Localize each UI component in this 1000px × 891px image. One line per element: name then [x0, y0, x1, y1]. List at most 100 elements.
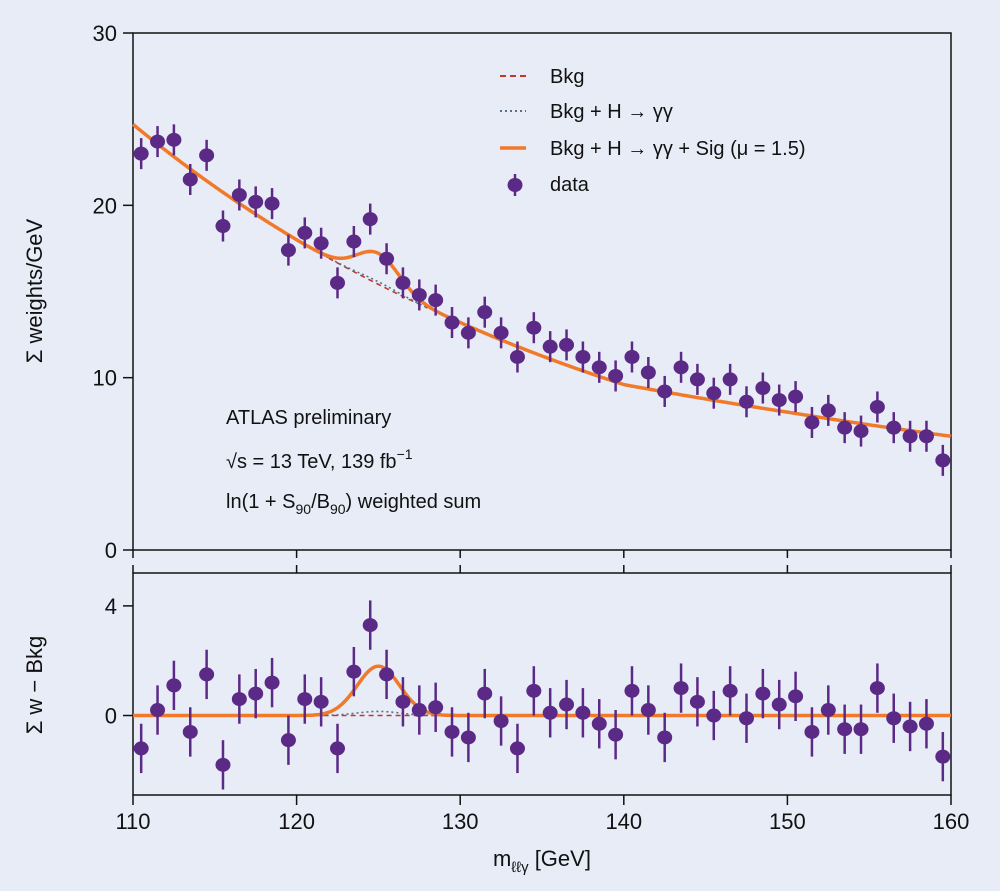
residual-data-point — [133, 723, 149, 774]
main-data-marker — [215, 219, 231, 234]
main-data-point — [755, 372, 771, 404]
residual-data-point — [657, 712, 673, 763]
residual-data-marker — [608, 727, 624, 742]
main-data-marker — [575, 349, 591, 364]
main-data-point — [526, 312, 542, 344]
main-y-tick-label: 10 — [93, 366, 117, 391]
main-data-marker — [248, 194, 264, 209]
main-data-point — [460, 317, 476, 349]
main-data-marker — [264, 196, 280, 211]
residual-data-point — [182, 707, 198, 757]
main-data-point — [575, 341, 591, 373]
main-data-marker — [837, 420, 853, 435]
main-bkg-higgs-sig-curve — [131, 122, 952, 439]
x-tick-label: 160 — [933, 809, 970, 834]
main-data-point — [428, 284, 444, 316]
main-plot-frame — [132, 32, 952, 551]
main-data-marker — [918, 429, 934, 444]
residual-data-point — [902, 701, 918, 752]
residual-data-marker — [166, 678, 182, 693]
residual-data-marker — [804, 724, 820, 739]
residual-data-point — [608, 710, 624, 760]
residual-data-point — [166, 660, 182, 711]
residual-data-marker — [722, 683, 738, 698]
main-data-point — [935, 444, 951, 476]
main-data-marker — [706, 386, 722, 401]
residual-data-marker — [853, 722, 869, 737]
residual-data-marker — [542, 705, 558, 720]
main-data-marker — [444, 315, 460, 330]
residual-data-marker — [771, 697, 787, 712]
residual-data-marker — [313, 694, 329, 709]
main-data-point — [444, 307, 460, 339]
main-data-marker — [640, 365, 656, 380]
main-data-point — [215, 210, 231, 242]
main-data-point — [346, 226, 362, 258]
residual-data-point — [428, 682, 444, 732]
main-data-points — [133, 124, 951, 476]
annotation-weighting-sub1: 90 — [295, 501, 311, 517]
residual-data-point — [477, 668, 493, 719]
main-data-marker — [166, 132, 182, 147]
residual-data-marker — [837, 722, 853, 737]
main-data-point — [820, 394, 836, 426]
residual-data-marker — [509, 741, 525, 756]
main-data-marker — [411, 287, 427, 302]
x-tick-label: 150 — [769, 809, 806, 834]
residual-data-marker — [411, 703, 427, 718]
residual-data-marker — [624, 683, 640, 698]
main-y-tick-label: 0 — [105, 538, 117, 563]
residual-data-marker — [493, 714, 509, 728]
residual-data-point — [460, 712, 476, 763]
residual-data-marker — [902, 719, 918, 734]
main-data-point — [739, 386, 754, 418]
main-data-marker — [526, 320, 542, 335]
main-data-marker — [477, 305, 493, 320]
main-data-marker — [902, 429, 918, 444]
residual-data-point — [362, 600, 378, 650]
residual-data-point — [591, 699, 607, 749]
x-axis-title-main: m — [493, 846, 511, 871]
annotation-energy-text: √s = 13 TeV, 139 fb — [226, 451, 397, 473]
x-axis-title: mℓℓγ [GeV] — [493, 846, 591, 876]
main-data-point — [509, 341, 525, 373]
residual-data-marker — [739, 711, 754, 726]
residual-data-marker — [755, 686, 771, 701]
x-tick-label: 120 — [278, 809, 315, 834]
main-data-point — [788, 381, 804, 413]
residual-data-marker — [362, 618, 378, 633]
main-data-marker — [689, 372, 705, 387]
legend: Bkg Bkg + H → γγ Bkg + H → γγ + Sig (μ =… — [500, 66, 806, 196]
main-data-point — [313, 227, 329, 259]
main-data-marker — [853, 424, 869, 439]
residual-data-point — [624, 666, 640, 716]
x-tick-label: 110 — [115, 809, 150, 834]
main-data-marker — [330, 275, 345, 290]
legend-label-bkg-higgs: Bkg + H → γγ — [550, 101, 673, 123]
residual-data-point — [722, 666, 738, 716]
main-axis-ticks: 0 10 20 30 — [93, 21, 952, 563]
main-data-marker — [869, 399, 885, 414]
main-data-marker — [624, 349, 640, 364]
residual-data-marker — [199, 667, 215, 682]
main-data-point — [689, 363, 705, 395]
annotation-weighting: ln(1 + S90/B90) weighted sum — [226, 491, 481, 517]
residual-data-marker — [460, 730, 476, 745]
main-data-point — [542, 331, 558, 363]
main-data-marker — [788, 389, 804, 404]
annotation-weighting-b: /B — [311, 491, 330, 513]
main-data-point — [886, 412, 902, 444]
residual-data-marker — [379, 667, 395, 682]
residual-data-marker — [526, 683, 542, 698]
residual-data-point — [837, 704, 853, 754]
legend-label-data: data — [550, 174, 590, 196]
annotation-energy-lumi: √s = 13 TeV, 139 fb−1 — [226, 446, 413, 473]
residual-data-point — [869, 663, 885, 713]
residual-data-point — [689, 677, 705, 727]
residual-data-point — [509, 723, 525, 774]
residual-data-point — [444, 707, 460, 757]
main-data-point — [640, 356, 656, 389]
residual-data-marker — [231, 692, 247, 707]
residual-data-point — [853, 704, 869, 754]
